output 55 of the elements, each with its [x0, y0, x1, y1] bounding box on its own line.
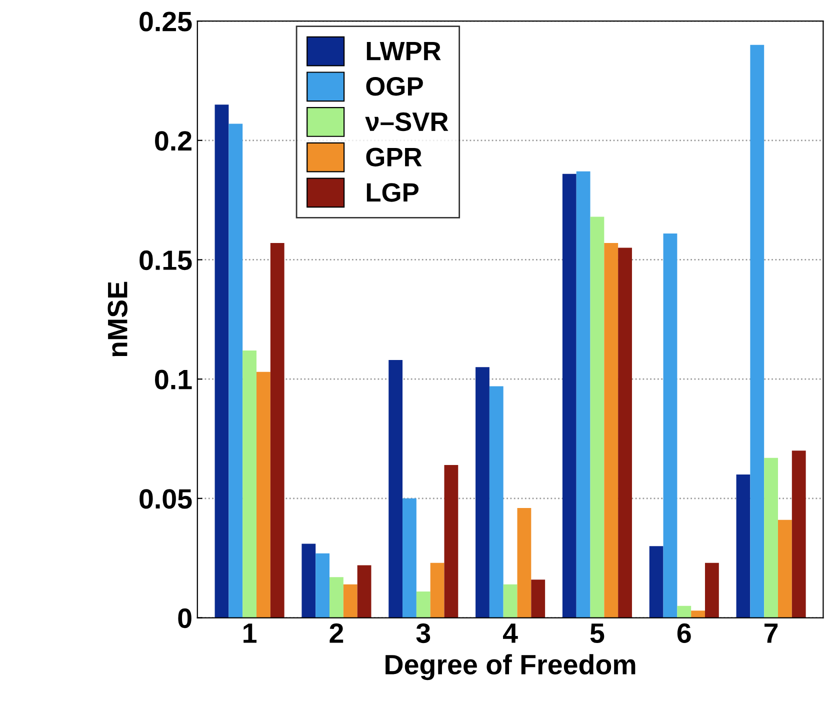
bar	[489, 386, 504, 618]
y-tick-label: 0	[178, 608, 192, 628]
bar	[704, 562, 719, 618]
bar	[270, 243, 284, 618]
y-axis-title: nMSE	[108, 282, 128, 356]
bar	[330, 577, 344, 618]
bar	[388, 360, 403, 618]
y-tick-label: 0.1	[155, 370, 192, 390]
bar	[604, 243, 618, 618]
bar	[302, 544, 316, 618]
bar	[214, 104, 229, 618]
bar	[402, 498, 416, 618]
bar	[649, 546, 664, 618]
bar	[590, 216, 604, 618]
x-axis-title: Degree of Freedom	[386, 654, 636, 680]
y-tick-label: 0.05	[140, 489, 192, 509]
bar	[750, 44, 764, 618]
legend-label: GPR	[366, 148, 422, 166]
bar	[618, 248, 632, 618]
bar	[256, 372, 270, 618]
bar	[764, 458, 778, 618]
bar	[430, 562, 444, 618]
bar	[562, 174, 576, 618]
bar	[663, 233, 678, 618]
bar	[576, 171, 590, 618]
x-tick-label: 4	[502, 624, 518, 643]
x-tick-label: 3	[416, 623, 430, 644]
bar	[343, 584, 358, 618]
bar	[778, 520, 792, 618]
legend-label: OGP	[366, 77, 423, 96]
bar	[503, 584, 518, 618]
bar	[736, 474, 750, 618]
x-tick-label: 5	[590, 624, 604, 644]
y-tick-label: 0.15	[140, 250, 192, 270]
legend-label: LWPR	[366, 42, 441, 60]
x-tick-label: 2	[330, 623, 344, 643]
legend-label: ν–SVR	[365, 112, 448, 132]
y-tick-label: 0.2	[155, 131, 192, 151]
bar	[792, 450, 806, 618]
bar	[316, 553, 330, 618]
bar	[691, 610, 705, 618]
bar	[357, 565, 372, 618]
bar	[517, 508, 532, 618]
y-tick-label: 0.25	[140, 12, 192, 32]
bar	[531, 580, 546, 618]
bar	[677, 606, 692, 618]
bar	[416, 592, 430, 618]
bar	[242, 350, 257, 618]
bar	[476, 367, 490, 618]
legend-label: LGP	[366, 183, 419, 202]
bar	[444, 465, 458, 618]
x-tick-label: 7	[764, 624, 778, 643]
bar	[228, 124, 243, 618]
x-tick-label: 1	[244, 624, 256, 643]
x-tick-label: 6	[677, 623, 691, 644]
